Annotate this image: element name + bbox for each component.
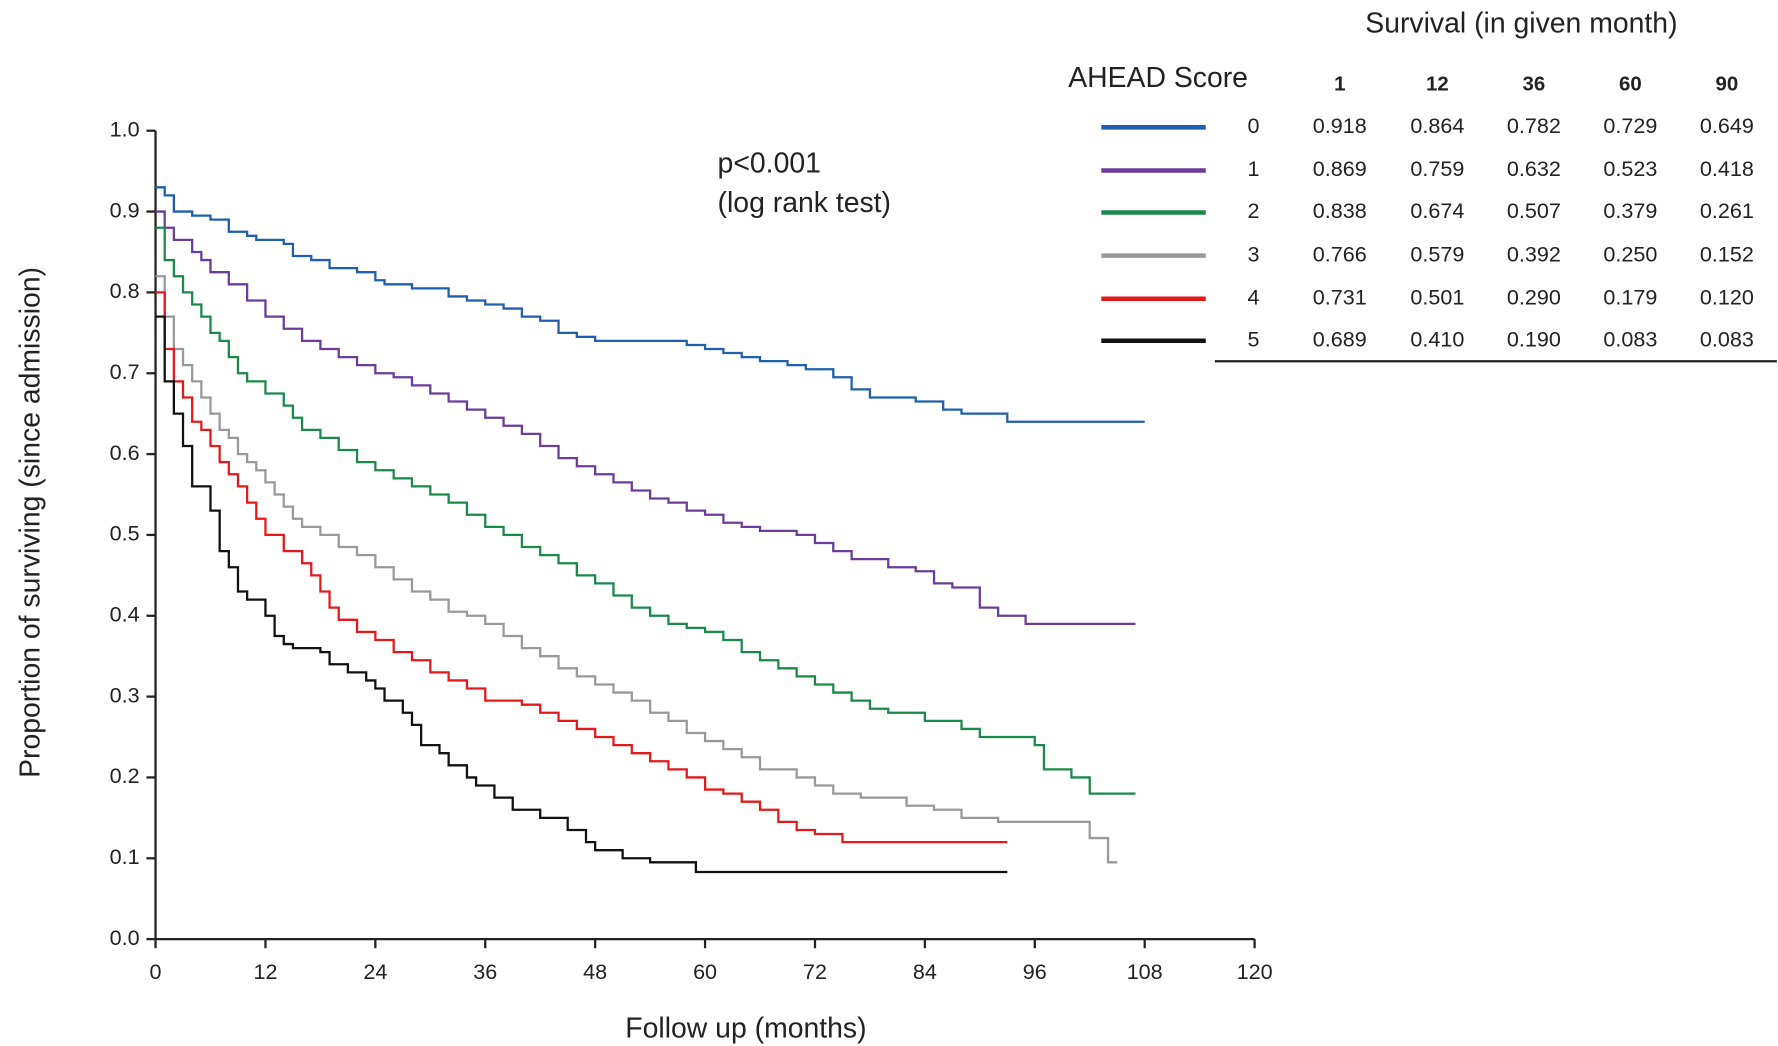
survival-line — [155, 210, 1136, 625]
x-tick-label: 84 — [913, 959, 937, 984]
legend-label: 3 — [1247, 241, 1259, 266]
table-cell: 0.523 — [1603, 156, 1657, 181]
table-cell: 0.083 — [1700, 326, 1754, 351]
table-cell: 0.083 — [1603, 326, 1657, 351]
table-header: AHEAD Score — [1068, 62, 1248, 94]
y-tick-label: 0.5 — [110, 521, 140, 546]
table-column-header: 1 — [1334, 74, 1345, 96]
table-cell: 0.759 — [1410, 156, 1464, 181]
x-tick-label: 12 — [253, 959, 277, 984]
table-column-header: 60 — [1619, 74, 1642, 96]
annotation: (log rank test) — [718, 187, 891, 219]
table-cell: 0.379 — [1603, 198, 1657, 223]
table-cell: 0.120 — [1700, 284, 1754, 309]
table-title: Survival (in given month) — [1365, 8, 1677, 40]
y-tick-label: 0.0 — [110, 925, 140, 950]
legend-label: 1 — [1247, 156, 1259, 181]
y-axis-label: Proportion of surviving (since admission… — [14, 267, 46, 778]
table-cell: 0.179 — [1603, 284, 1657, 309]
table-cell: 0.632 — [1507, 156, 1561, 181]
table-cell: 0.731 — [1313, 284, 1367, 309]
survival-line — [155, 291, 1008, 844]
legend-label: 0 — [1247, 113, 1259, 138]
legend-label: 2 — [1247, 198, 1259, 223]
survival-line — [155, 186, 1145, 423]
x-tick-label: 60 — [693, 959, 717, 984]
table-column-header: 12 — [1426, 74, 1449, 96]
x-tick-label: 24 — [363, 959, 387, 984]
x-tick-label: 96 — [1023, 959, 1047, 984]
x-tick-label: 72 — [803, 959, 827, 984]
y-tick-label: 0.1 — [110, 844, 140, 869]
annotation: p<0.001 — [718, 147, 821, 179]
table-cell: 0.689 — [1313, 326, 1367, 351]
table-cell: 0.674 — [1410, 198, 1464, 223]
y-tick-label: 0.8 — [110, 278, 140, 303]
table-cell: 0.410 — [1410, 326, 1464, 351]
table-cell: 0.261 — [1700, 198, 1754, 223]
table-cell: 0.782 — [1507, 113, 1561, 138]
table-cell: 0.838 — [1313, 198, 1367, 223]
y-tick-label: 0.3 — [110, 682, 140, 707]
y-tick-label: 0.4 — [110, 601, 140, 626]
y-tick-label: 0.7 — [110, 359, 140, 384]
x-tick-label: 108 — [1127, 959, 1163, 984]
table-cell: 0.501 — [1410, 284, 1464, 309]
table-cell: 0.918 — [1313, 113, 1367, 138]
table-cell: 0.869 — [1313, 156, 1367, 181]
y-tick-label: 0.9 — [110, 197, 140, 222]
table-column-header: 36 — [1523, 74, 1546, 96]
y-tick-label: 0.6 — [110, 440, 140, 465]
table-cell: 0.190 — [1507, 326, 1561, 351]
y-tick-label: 1.0 — [110, 116, 140, 141]
table-column-header: 90 — [1716, 74, 1739, 96]
table-cell: 0.250 — [1603, 241, 1657, 266]
table-cell: 0.729 — [1603, 113, 1657, 138]
x-tick-label: 48 — [583, 959, 607, 984]
x-tick-label: 120 — [1237, 959, 1273, 984]
survival-line — [155, 226, 1136, 795]
table-cell: 0.152 — [1700, 241, 1754, 266]
table-cell: 0.418 — [1700, 156, 1754, 181]
table-cell: 0.392 — [1507, 241, 1561, 266]
table-cell: 0.766 — [1313, 241, 1367, 266]
survival-line — [155, 275, 1118, 864]
table-cell: 0.864 — [1410, 113, 1464, 138]
legend-label: 5 — [1247, 326, 1259, 351]
table-cell: 0.649 — [1700, 113, 1754, 138]
x-tick-label: 36 — [473, 959, 497, 984]
y-tick-label: 0.2 — [110, 763, 140, 788]
survival-line — [155, 315, 1008, 874]
legend-label: 4 — [1247, 284, 1259, 309]
table-cell: 0.507 — [1507, 198, 1561, 223]
table-cell: 0.290 — [1507, 284, 1561, 309]
x-tick-label: 0 — [150, 959, 162, 984]
table-cell: 0.579 — [1410, 241, 1464, 266]
x-axis-label: Follow up (months) — [625, 1012, 866, 1044]
